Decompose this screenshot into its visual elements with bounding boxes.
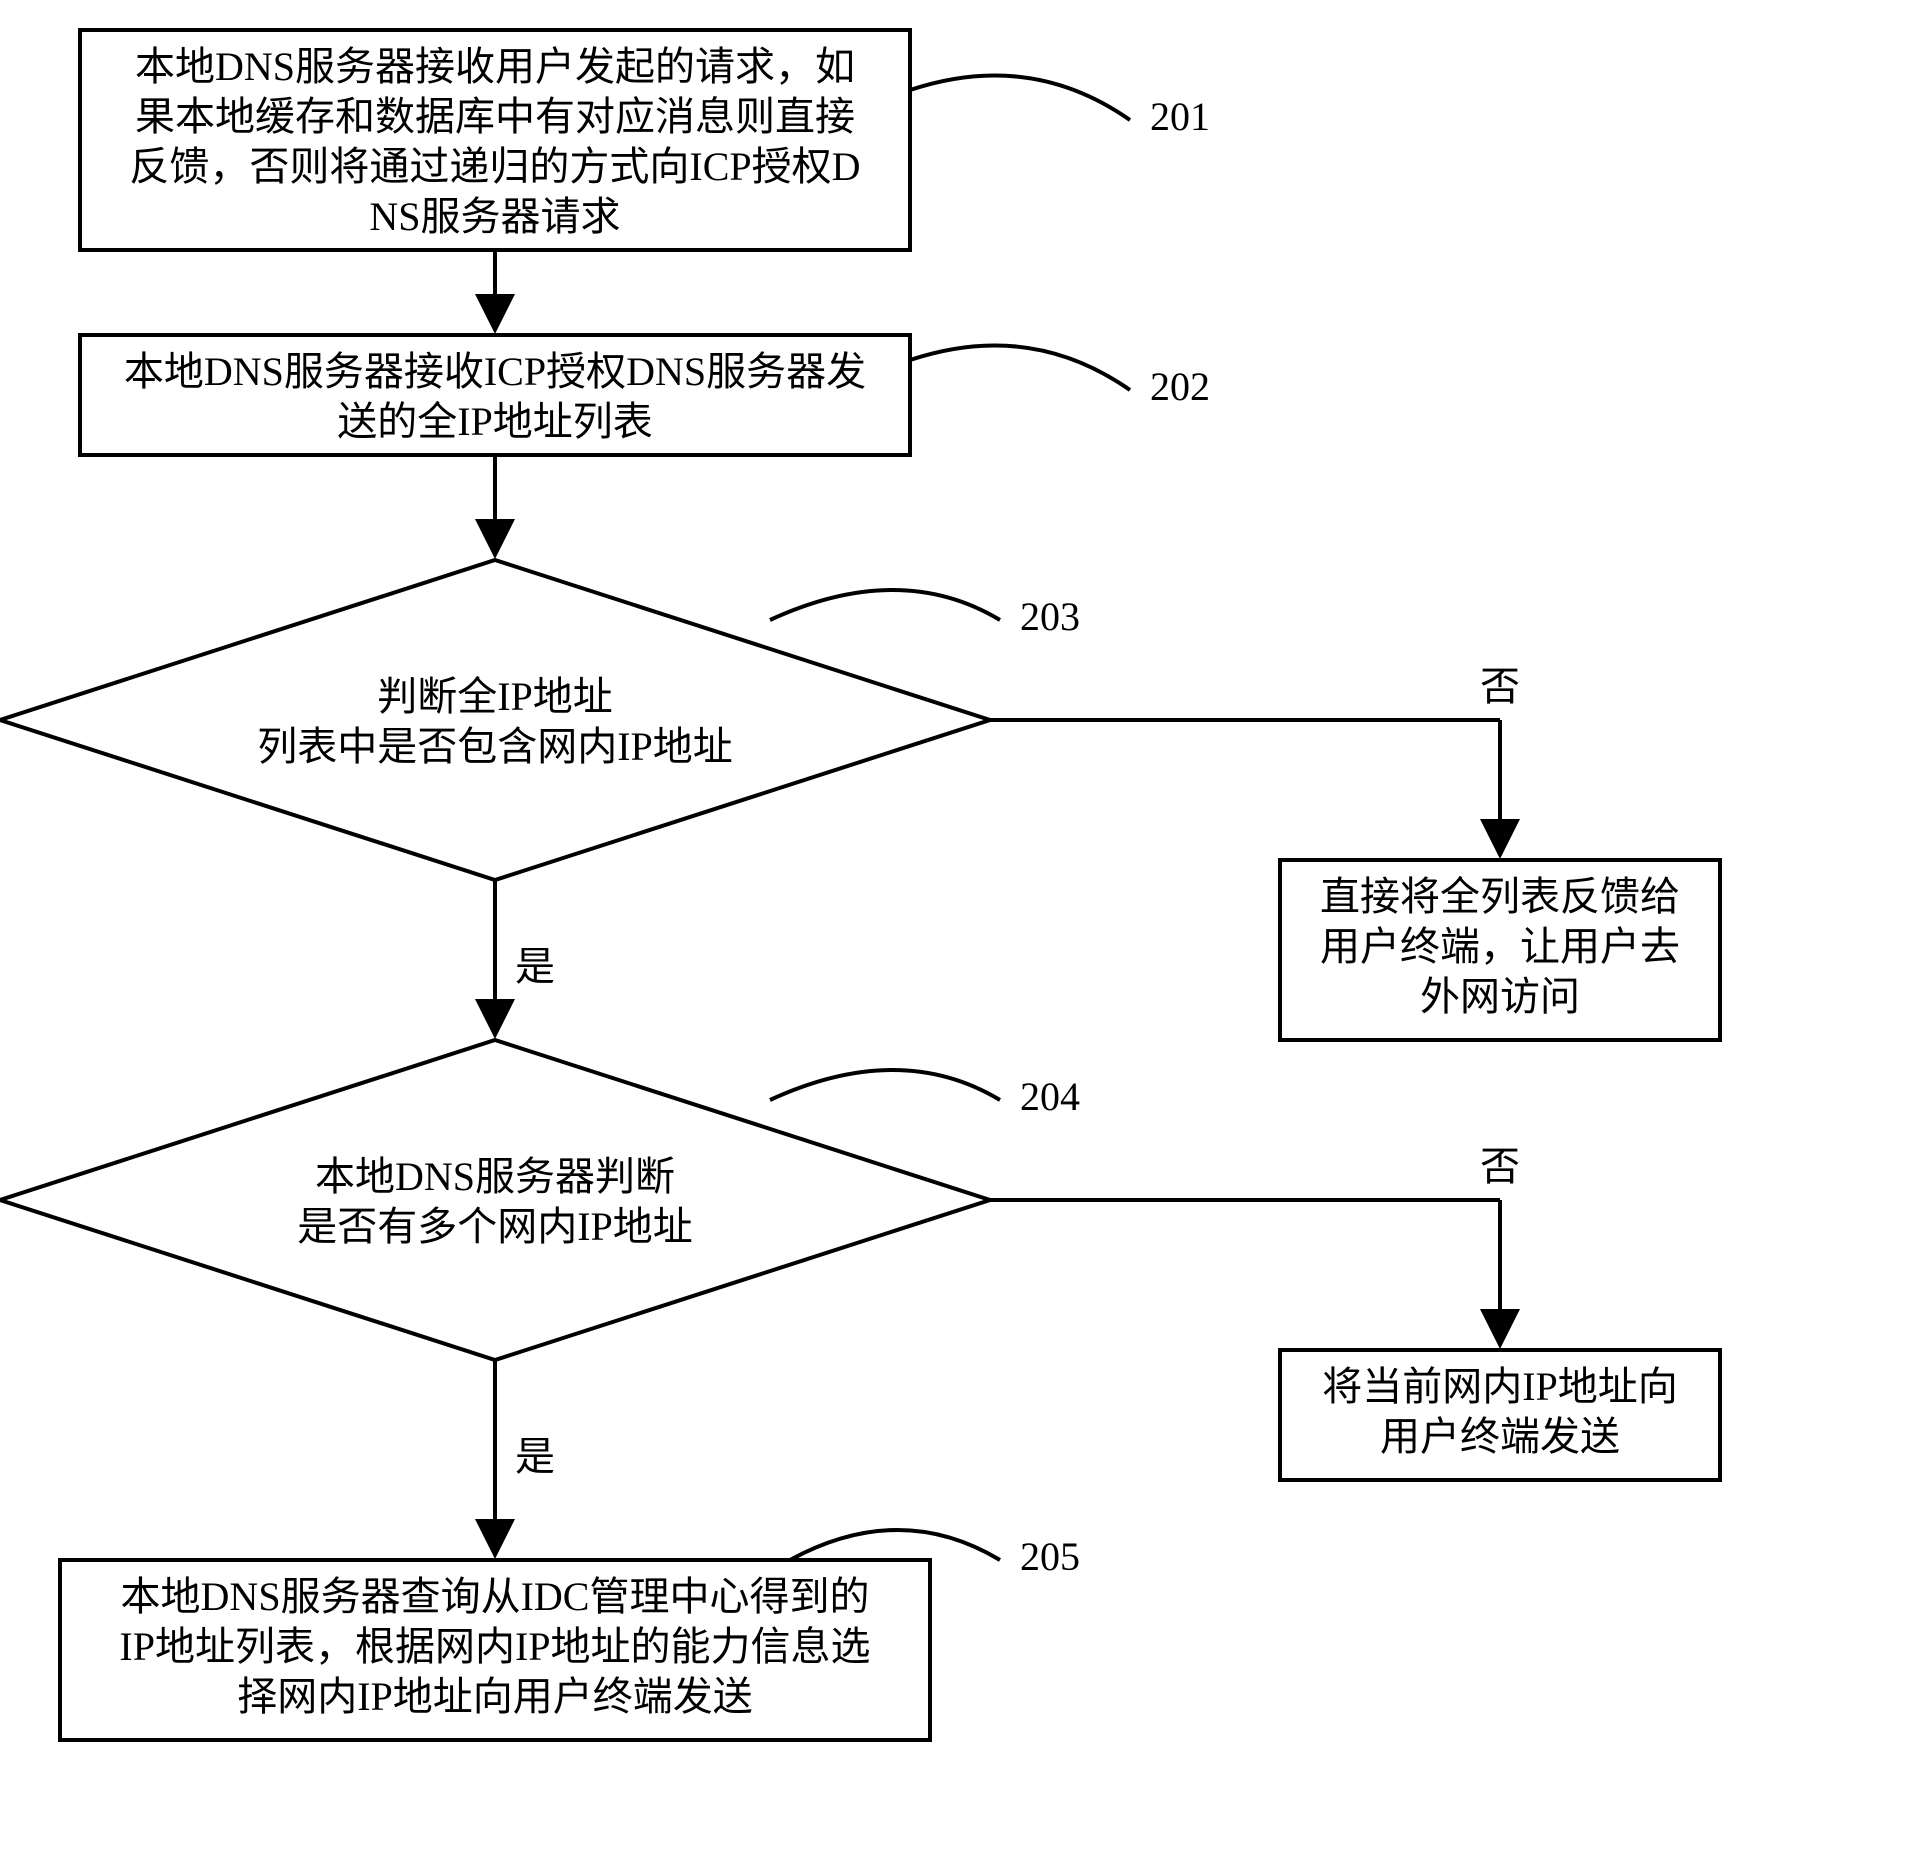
node-205-line1: 本地DNS服务器查询从IDC管理中心得到的 (121, 1574, 870, 1619)
node-202-leader (910, 345, 1130, 390)
node-202-line2: 送的全IP地址列表 (337, 399, 653, 444)
node-201-line1: 本地DNS服务器接收用户发起的请求，如 (135, 44, 855, 89)
node-204-line2: 是否有多个网内IP地址 (297, 1204, 693, 1249)
label-203-no: 否 (1480, 664, 1520, 709)
node-201-line3: 反馈，否则将通过递归的方式向ICP授权D (129, 144, 860, 189)
node-203-num: 203 (1020, 594, 1080, 639)
node-202-line1: 本地DNS服务器接收ICP授权DNS服务器发 (124, 349, 866, 394)
node-204-line1: 本地DNS服务器判断 (315, 1154, 675, 1199)
node-202-num: 202 (1150, 364, 1210, 409)
node-204-num: 204 (1020, 1074, 1080, 1119)
node-203-line2: 列表中是否包含网内IP地址 (257, 724, 733, 769)
node-r1-line3: 外网访问 (1420, 974, 1580, 1019)
node-201-num: 201 (1150, 94, 1210, 139)
node-r2-line2: 用户终端发送 (1380, 1414, 1620, 1459)
node-201-leader (910, 75, 1130, 120)
node-205-line2: IP地址列表，根据网内IP地址的能力信息选 (119, 1624, 870, 1669)
node-201-line2: 果本地缓存和数据库中有对应消息则直接 (135, 94, 855, 139)
node-201-line4: NS服务器请求 (369, 194, 620, 239)
node-r1-line1: 直接将全列表反馈给 (1320, 874, 1680, 919)
node-204-leader (770, 1070, 1000, 1100)
node-r2-line1: 将当前网内IP地址向 (1322, 1364, 1678, 1409)
label-204-no: 否 (1480, 1144, 1520, 1189)
node-205-leader (790, 1530, 1000, 1560)
label-203-yes: 是 (515, 944, 555, 989)
label-204-yes: 是 (515, 1434, 555, 1479)
node-203-diamond (0, 560, 990, 880)
node-204-diamond (0, 1040, 990, 1360)
node-205-num: 205 (1020, 1534, 1080, 1579)
node-203-line1: 判断全IP地址 (377, 674, 613, 719)
node-205-line3: 择网内IP地址向用户终端发送 (237, 1674, 753, 1719)
node-203-leader (770, 590, 1000, 620)
node-r1-line2: 用户终端，让用户去 (1320, 924, 1680, 969)
